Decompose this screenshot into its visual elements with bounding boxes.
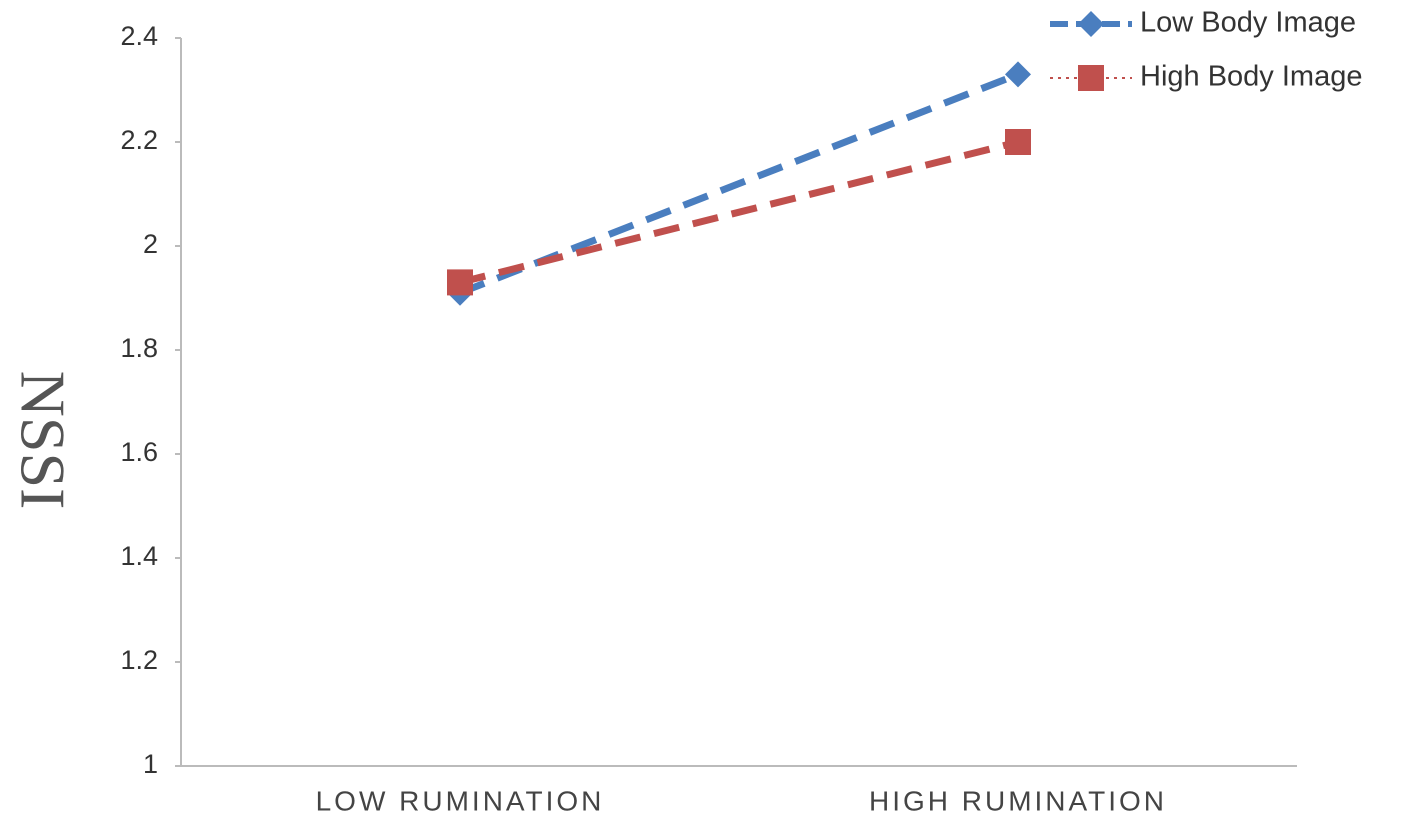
series-line [459, 138, 1019, 286]
legend-label: High Body Image [1140, 61, 1362, 93]
data-point [1005, 61, 1031, 88]
y-tick-label: 1 [143, 749, 158, 779]
y-tick-label: 1.4 [120, 541, 158, 571]
y-tick-label: 2.4 [120, 21, 158, 51]
y-axis-label: NSSI [7, 371, 78, 510]
y-tick-label: 2.2 [120, 125, 158, 155]
x-tick-label: HIGH RUMINATION [869, 785, 1167, 816]
legend-swatch-marker [1078, 65, 1104, 91]
legend-label: Low Body Image [1140, 7, 1356, 39]
y-tick-label: 1.2 [120, 645, 158, 675]
x-tick-label: LOW RUMINATION [316, 785, 605, 816]
data-point [1005, 129, 1031, 155]
data-point [447, 269, 473, 296]
y-tick-label: 1.8 [120, 333, 158, 363]
legend-swatch-marker [1078, 11, 1104, 37]
y-tick-label: 2 [143, 229, 158, 259]
y-tick-label: 1.6 [120, 437, 158, 467]
